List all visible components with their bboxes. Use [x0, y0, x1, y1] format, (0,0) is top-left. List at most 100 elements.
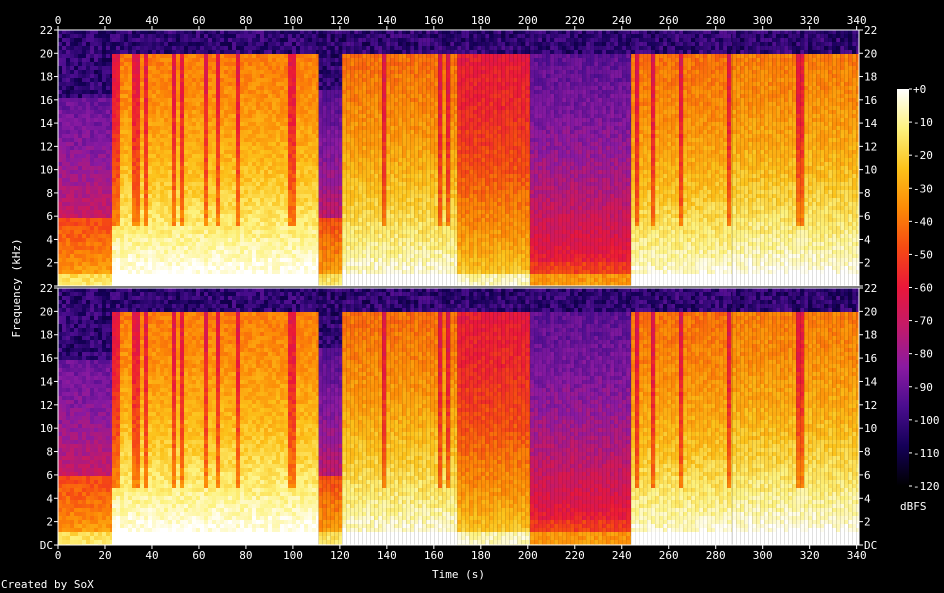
- spectrogram-cell: [98, 46, 102, 50]
- spectrogram-cell: [212, 270, 216, 274]
- spectrogram-cell: [288, 210, 292, 214]
- spectrogram-cell: [136, 142, 140, 146]
- spectrogram-cell: [156, 166, 160, 170]
- spectrogram-cell: [124, 206, 128, 210]
- spectrogram-cell: [94, 270, 98, 274]
- spectrogram-cell: [102, 170, 106, 174]
- spectrogram-cell: [148, 90, 152, 94]
- spectrogram-cell: [172, 78, 176, 82]
- spectrogram-cell: [74, 130, 78, 134]
- spectrogram-cell: [228, 74, 232, 78]
- spectrogram-cell: [188, 102, 192, 106]
- spectrogram-cell: [172, 202, 176, 206]
- spectrogram-cell: [168, 126, 172, 130]
- spectrogram-cell: [152, 166, 156, 170]
- spectrogram-cell: [322, 90, 327, 94]
- spectrogram-cell: [284, 50, 288, 54]
- spectrogram-cell: [256, 106, 260, 110]
- spectrogram-cell: [176, 214, 180, 218]
- spectrogram-cell: [110, 254, 112, 258]
- spectrogram-cell: [280, 42, 284, 46]
- spectrogram-cell: [312, 154, 316, 158]
- spectrogram-cell: [220, 238, 224, 242]
- spectrogram-cell: [148, 142, 152, 146]
- spectrogram-cell: [200, 158, 204, 162]
- spectrogram-cell: [296, 70, 300, 74]
- spectrogram-cell: [200, 186, 204, 190]
- spectrogram-cell: [316, 238, 319, 242]
- spectrogram-cell: [318, 66, 323, 70]
- spectrogram-cell: [268, 234, 272, 238]
- spectrogram-cell: [334, 90, 339, 94]
- spectrogram-cell: [272, 46, 276, 50]
- spectrogram-cell: [322, 194, 327, 198]
- spectrogram-cell: [70, 186, 74, 190]
- spectrogram-cell: [326, 106, 331, 110]
- spectrogram-cell: [252, 202, 256, 206]
- spectrogram-cell: [180, 194, 184, 198]
- spectrogram-cell: [326, 242, 331, 246]
- spectrogram-cell: [276, 66, 280, 70]
- spectrogram-cell: [172, 242, 176, 246]
- spectrogram-cell: [260, 186, 264, 190]
- spectrogram-cell: [308, 254, 312, 258]
- spectrogram-cell: [346, 146, 351, 150]
- spectrogram-cell: [172, 170, 176, 174]
- spectrogram-cell: [176, 142, 180, 146]
- spectrogram-cell: [346, 238, 351, 242]
- spectrogram-cell: [300, 238, 304, 242]
- spectrogram-cell: [180, 46, 184, 50]
- spectrogram-cell: [188, 246, 192, 250]
- spectrogram-cell: [78, 226, 82, 230]
- spectrogram-cell: [268, 138, 272, 142]
- spectrogram-cell: [268, 70, 272, 74]
- spectrogram-cell: [164, 142, 168, 146]
- spectrogram-cell: [220, 122, 224, 126]
- spectrogram-cell: [176, 210, 180, 214]
- spectrogram-cell: [140, 126, 144, 130]
- spectrogram-cell: [312, 150, 316, 154]
- spectrogram-cell: [354, 150, 359, 154]
- spectrogram-cell: [62, 258, 66, 262]
- spectrogram-cell: [272, 38, 276, 42]
- spectrogram-cell: [350, 38, 355, 42]
- spectrogram-cell: [74, 174, 78, 178]
- spectrogram-cell: [132, 262, 136, 266]
- spectrogram-cell: [362, 122, 367, 126]
- spectrogram-cell: [304, 66, 308, 70]
- spectrogram-cell: [308, 34, 312, 38]
- spectrogram-cell: [148, 270, 152, 274]
- spectrogram-cell: [240, 142, 244, 146]
- spectrogram-cell: [300, 114, 304, 118]
- spectrogram-cell: [346, 82, 351, 86]
- spectrogram-cell: [106, 90, 110, 94]
- spectrogram-cell: [220, 130, 224, 134]
- spectrogram-cell: [260, 226, 264, 230]
- spectrogram-cell: [204, 74, 208, 78]
- spectrogram-cell: [112, 118, 116, 122]
- spectrogram-cell: [296, 118, 300, 122]
- spectrogram-cell: [176, 274, 180, 278]
- spectrogram-cell: [102, 94, 106, 98]
- spectrogram-cell: [326, 130, 331, 134]
- spectrogram-cell: [74, 166, 78, 170]
- spectrogram-cell: [102, 210, 106, 214]
- spectrogram-cell: [318, 126, 323, 130]
- spectrogram-cell: [256, 38, 260, 42]
- spectrogram-cell: [272, 174, 276, 178]
- spectrogram-cell: [86, 106, 90, 110]
- spectrogram-cell: [156, 210, 160, 214]
- spectrogram-cell: [216, 42, 220, 46]
- spectrogram-cell: [232, 86, 236, 90]
- spectrogram-cell: [196, 74, 200, 78]
- spectrogram-cell: [224, 58, 228, 62]
- spectrogram-cell: [82, 42, 86, 46]
- spectrogram-cell: [164, 78, 168, 82]
- spectrogram-cell: [148, 62, 152, 66]
- spectrogram-cell: [102, 98, 106, 102]
- spectrogram-cell: [98, 110, 102, 114]
- spectrogram-cell: [260, 162, 264, 166]
- spectrogram-cell: [160, 262, 164, 266]
- spectrogram-cell: [58, 70, 62, 74]
- spectrogram-cell: [228, 34, 232, 38]
